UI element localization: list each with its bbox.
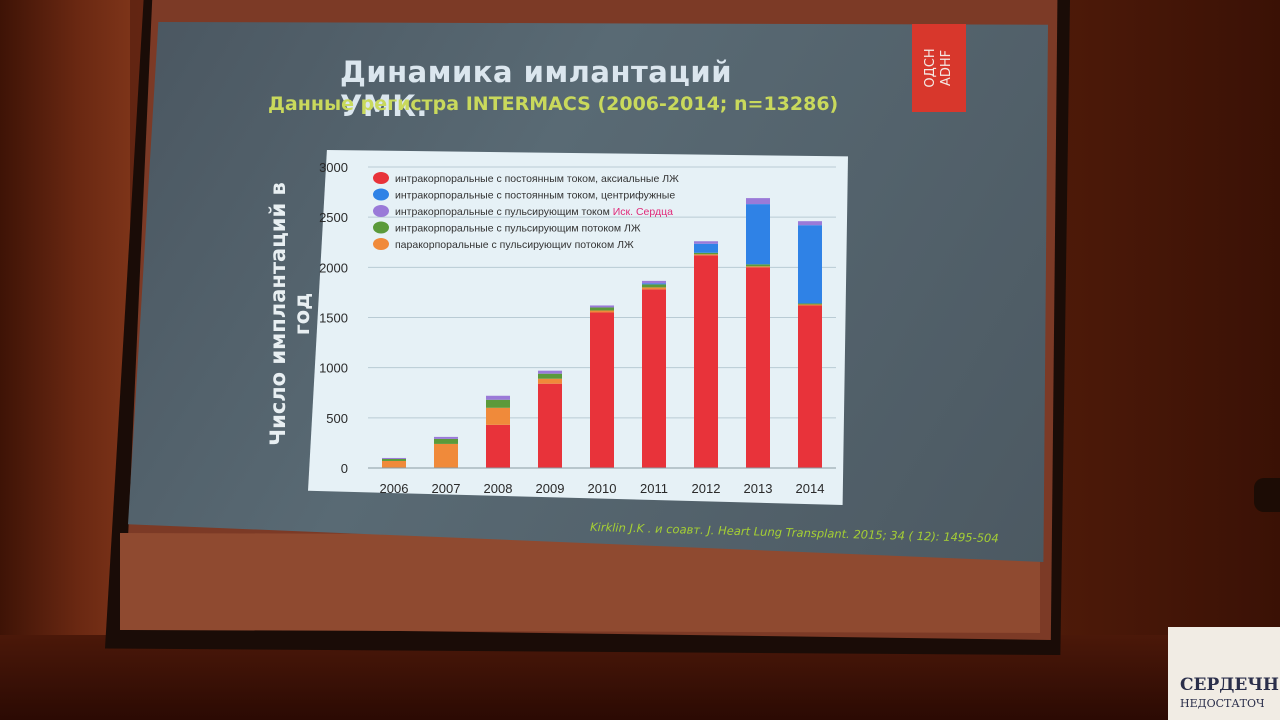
bar-segment <box>694 254 718 256</box>
microphone-icon <box>1254 478 1280 512</box>
x-tick-label: 2009 <box>536 481 565 496</box>
bar-segment <box>538 383 562 468</box>
wall-right <box>1050 0 1280 720</box>
bar-segment <box>642 287 666 290</box>
y-axis-label: Число имплантаций в год <box>266 182 314 446</box>
bar-segment <box>642 280 666 284</box>
slide-badge: ОДСН ADHF <box>912 24 966 112</box>
bar-segment <box>746 267 770 468</box>
y-tick-label: 1500 <box>319 311 348 326</box>
legend-label: интракорпоральные с пульсирующим потоком… <box>395 223 641 235</box>
bar-segment <box>486 399 510 408</box>
bar-segment <box>798 305 822 468</box>
name-sign: СЕРДЕЧН НЕДОСТАТОЧ <box>1168 627 1280 720</box>
bar-segment <box>746 198 770 205</box>
bar-segment <box>434 438 458 444</box>
legend-swatch <box>373 172 389 184</box>
bar-segment <box>538 378 562 384</box>
slide-subtitle: Данные регистра INTERMACS (2006-2014; n=… <box>268 93 839 115</box>
y-tick-label: 3000 <box>319 160 348 175</box>
bar-segment <box>538 373 562 379</box>
x-tick-label: 2006 <box>380 481 409 496</box>
bar-segment <box>590 305 614 308</box>
legend-swatch <box>373 221 389 234</box>
y-tick-label: 2500 <box>319 210 348 225</box>
x-tick-label: 2010 <box>588 481 617 496</box>
bar-segment <box>382 458 406 461</box>
bar-segment <box>694 243 718 253</box>
bar-segment <box>434 443 458 468</box>
bar-segment <box>798 303 822 305</box>
bar-segment <box>642 283 666 285</box>
y-tick-label: 500 <box>326 411 348 426</box>
bar-segment <box>798 221 822 226</box>
legend-label: интракорпоральные с постоянным током, ак… <box>395 173 679 185</box>
bar-segment <box>798 304 822 306</box>
x-tick-label: 2011 <box>640 481 668 496</box>
y-tick-label: 0 <box>341 461 348 476</box>
bar-segment <box>694 241 718 244</box>
badge-line-2: ADHF <box>939 49 954 87</box>
sign-line-2: НЕДОСТАТОЧ <box>1180 697 1265 710</box>
bar-segment <box>486 407 510 425</box>
stacked-bar-chart: 0 500 1000 1500 2000 2500 3000 2006 2007 2008 2009… <box>319 160 836 496</box>
bar-segment <box>590 307 614 311</box>
bar-segment <box>746 204 770 265</box>
sign-line-1: СЕРДЕЧН <box>1180 675 1279 695</box>
bar-segment <box>382 457 406 459</box>
x-tick-label: 2008 <box>484 481 513 496</box>
bar-segment <box>642 284 666 288</box>
legend-swatch <box>373 205 389 217</box>
x-tick-label: 2012 <box>692 481 721 496</box>
legend-swatch <box>373 238 389 250</box>
bar-segment <box>746 264 770 267</box>
bar-segment <box>434 436 458 439</box>
bar-segment <box>486 395 510 400</box>
bar-segment <box>746 266 770 268</box>
bar-segment <box>382 460 406 468</box>
bar-segment <box>486 424 510 468</box>
y-tick-label: 2000 <box>319 260 348 275</box>
legend-swatch <box>373 188 389 201</box>
bar-segment <box>694 252 718 255</box>
bar-segment <box>694 255 718 468</box>
legend-label: паракорпоральные с пульсирующиv потоком … <box>395 239 634 251</box>
bar-segment <box>538 370 562 374</box>
y-tick-label: 1000 <box>319 361 348 376</box>
bar-segment <box>642 289 666 468</box>
badge-text: ОДСН ADHF <box>912 24 966 112</box>
badge-line-1: ОДСН <box>923 48 938 88</box>
bar-segment <box>798 225 822 304</box>
legend-label: интракорпоральные с постоянным током, це… <box>395 190 675 202</box>
legend-label: интракорпоральные с пульсирующим током И… <box>395 206 673 218</box>
slide-title: Динамика имлантаций УМК. <box>340 55 733 123</box>
bar-segment <box>590 312 614 468</box>
x-tick-label: 2013 <box>744 481 773 496</box>
bar-segment <box>590 310 614 313</box>
x-tick-label: 2007 <box>432 481 461 496</box>
x-tick-label: 2014 <box>796 481 825 496</box>
